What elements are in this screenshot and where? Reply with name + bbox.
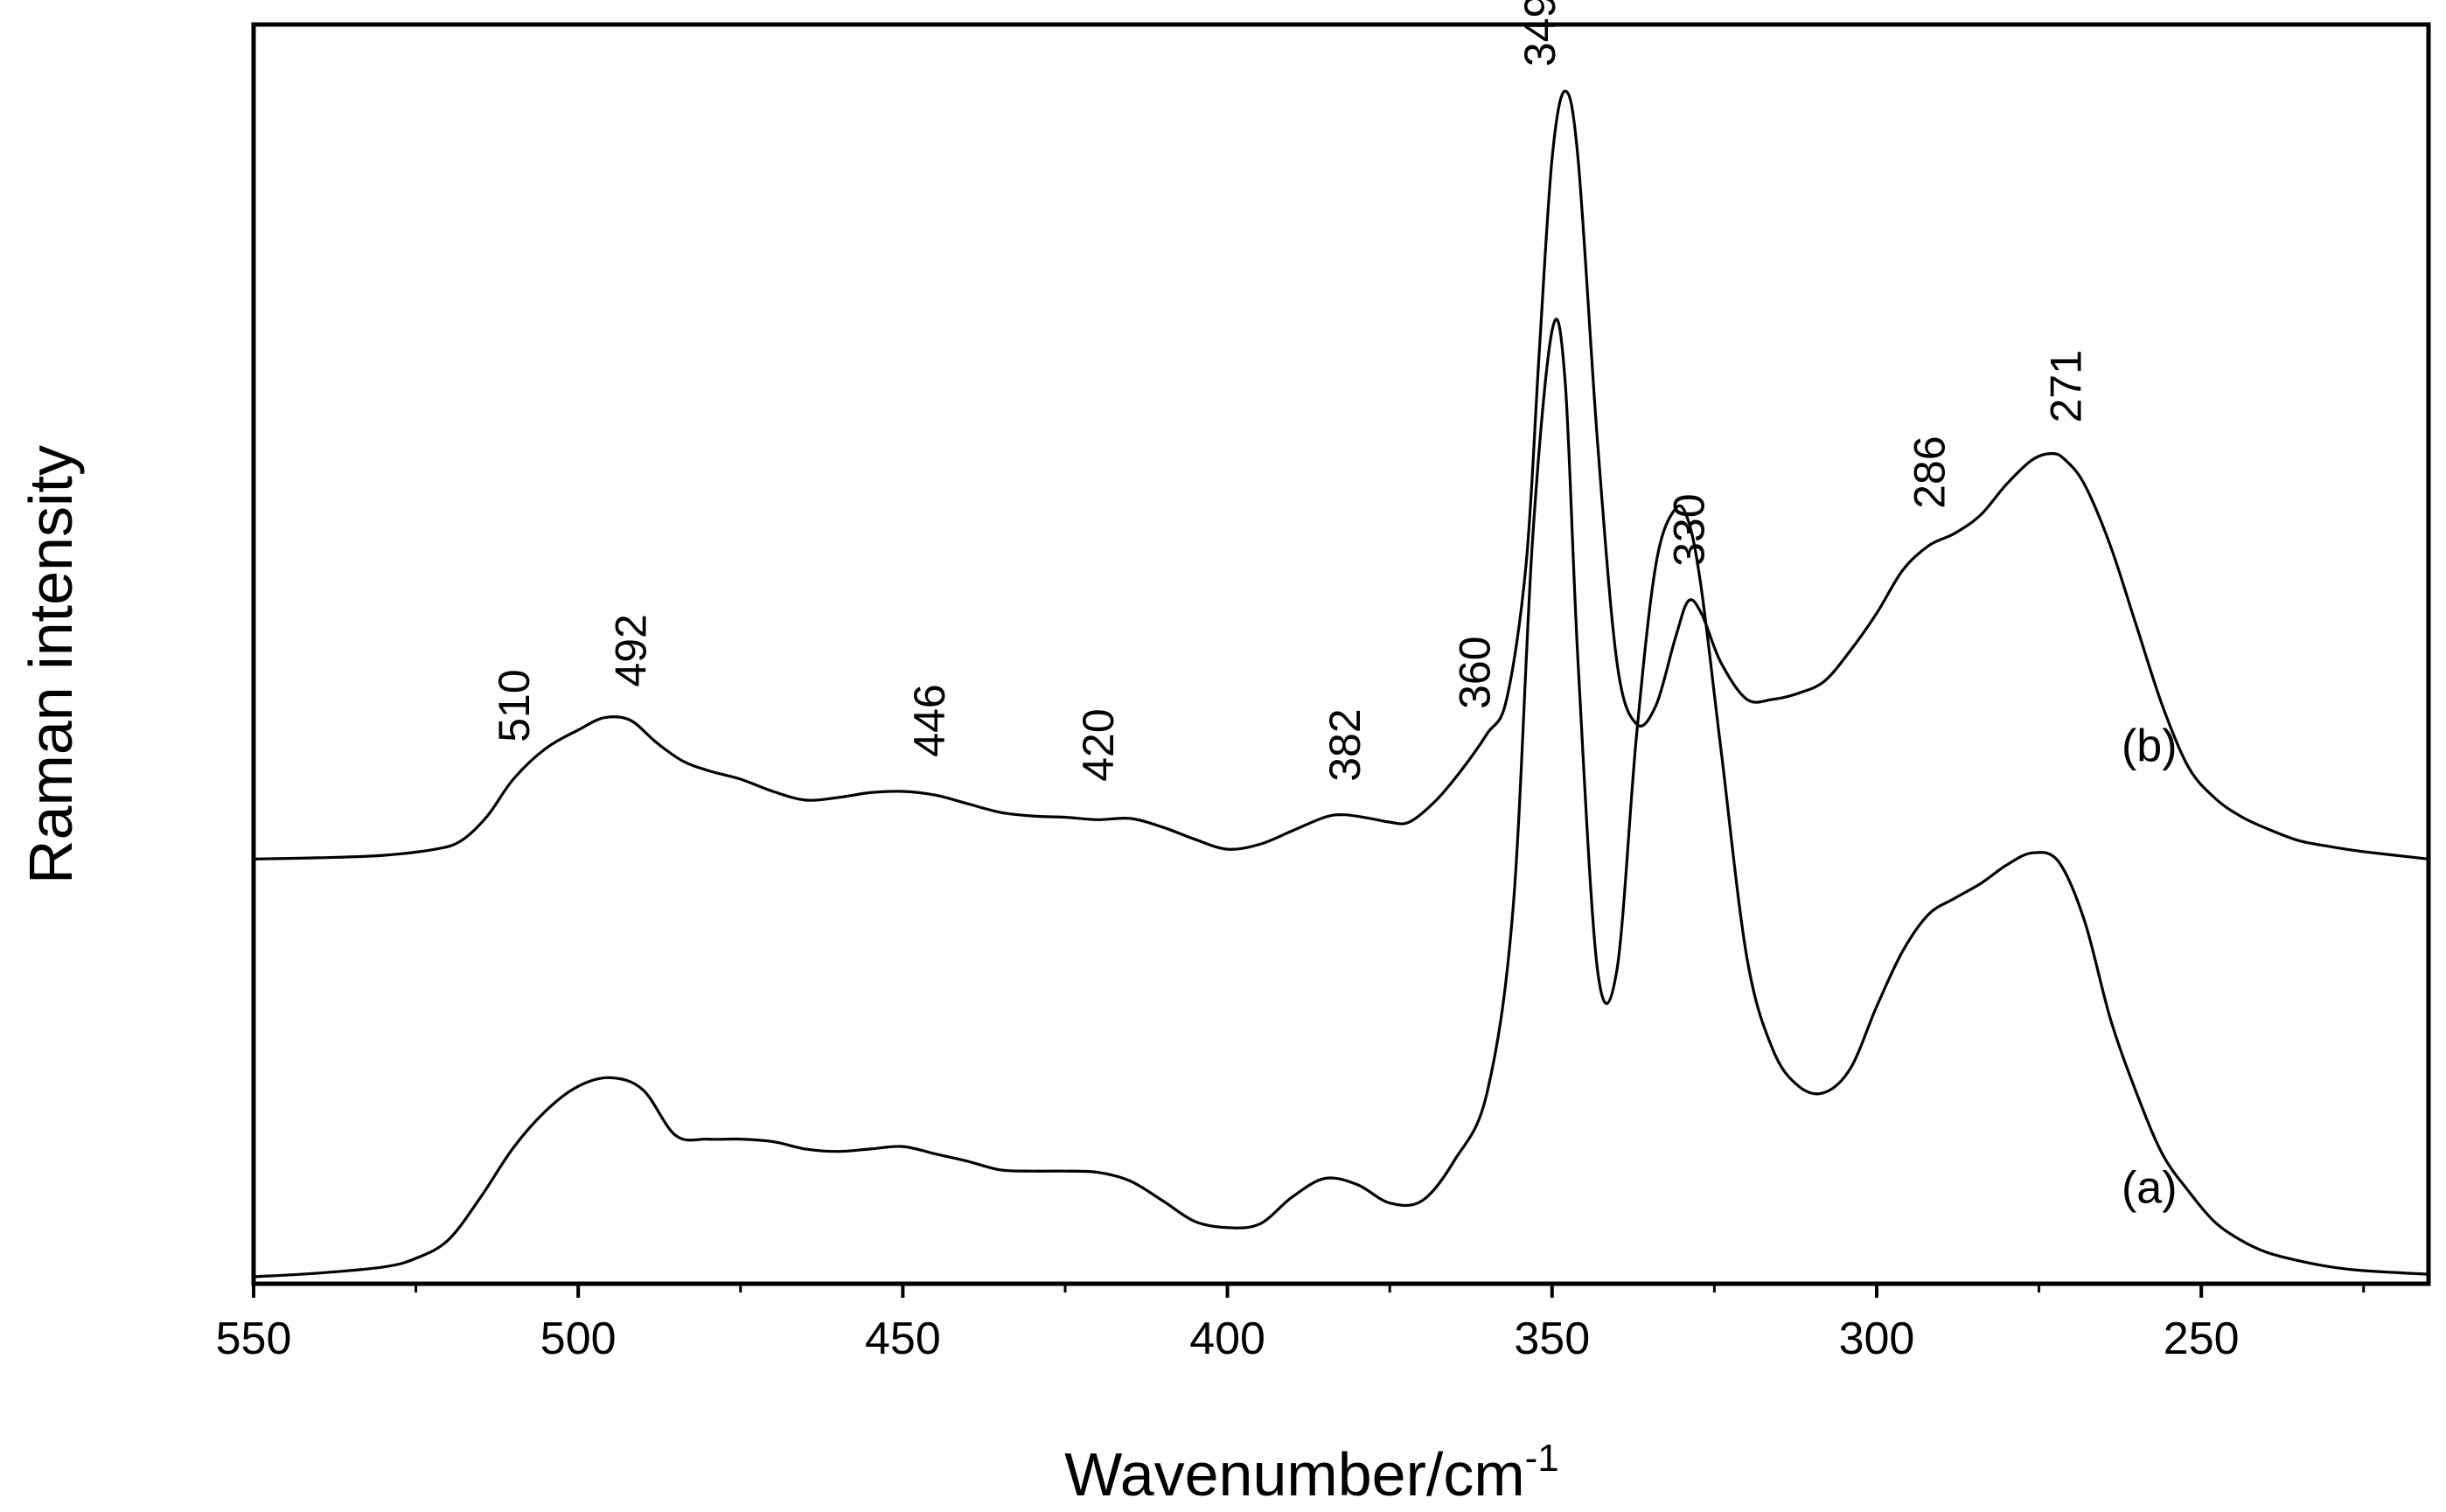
peak-annotations: 510 492 446 420 382 360 349 330 286 271 xyxy=(490,0,2090,782)
peak-label: 420 xyxy=(1074,708,1123,781)
y-axis-title: Raman intensity xyxy=(17,445,85,884)
peak-label: 360 xyxy=(1451,636,1500,708)
plot-frame xyxy=(251,22,2431,1286)
peak-label: 382 xyxy=(1321,708,1369,781)
x-tick-label: 550 xyxy=(216,1313,292,1364)
x-tick-label: 350 xyxy=(1514,1313,1590,1364)
x-axis-ticks: 550 500 450 400 350 300 250 xyxy=(216,1284,2366,1364)
x-axis-title-superscript: -1 xyxy=(1525,1437,1559,1480)
x-tick-label: 400 xyxy=(1189,1313,1265,1364)
peak-label: 271 xyxy=(2041,350,2090,422)
x-tick-label: 450 xyxy=(865,1313,941,1364)
series-line-b xyxy=(253,89,2429,861)
series-group xyxy=(253,89,2429,1279)
x-axis-title: Wavenumber/cm-1 xyxy=(1064,1437,1559,1509)
peak-label: 492 xyxy=(607,614,656,686)
series-line-a xyxy=(253,317,2429,1279)
x-tick-label: 300 xyxy=(1839,1313,1915,1364)
series-label-b: (b) xyxy=(2122,721,2178,771)
peak-label: 286 xyxy=(1905,435,1954,508)
x-tick-label: 500 xyxy=(540,1313,617,1364)
x-axis-title-main: Wavenumber/cm xyxy=(1064,1440,1524,1509)
peak-label: 446 xyxy=(905,684,954,756)
series-label-a: (a) xyxy=(2122,1163,2178,1214)
peak-label: 349 xyxy=(1516,0,1564,66)
peak-label: 510 xyxy=(490,669,539,742)
x-tick-label: 250 xyxy=(2164,1313,2240,1364)
series-labels: (a) (b) xyxy=(2122,721,2178,1214)
peak-label: 330 xyxy=(1665,493,1714,566)
